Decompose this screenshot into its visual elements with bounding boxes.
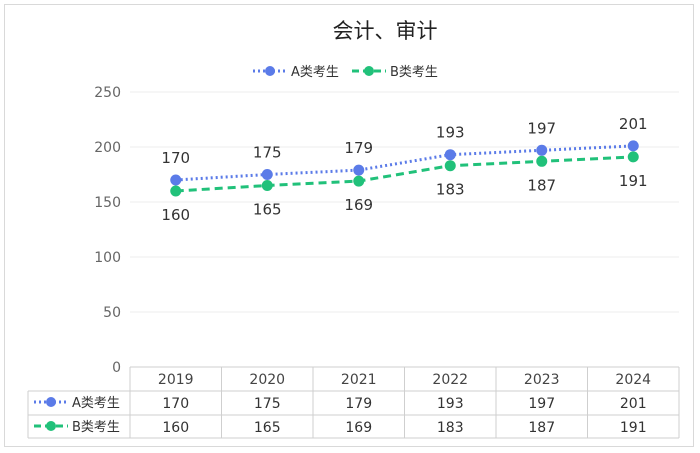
y-tick-label: 150: [94, 195, 121, 211]
data-label: 170: [161, 149, 190, 167]
chart-frame: [4, 4, 694, 447]
chart-title: 会计、审计: [333, 19, 438, 43]
table-cell: 183: [437, 420, 464, 436]
data-label: 183: [436, 181, 465, 199]
data-point: [261, 169, 273, 180]
data-label: 169: [344, 196, 373, 214]
data-label: 160: [161, 206, 190, 224]
table-legend-marker: [46, 421, 56, 431]
legend: A类考生 B类考生: [253, 65, 438, 80]
legend-marker-a: [265, 66, 275, 76]
data-point: [536, 144, 548, 156]
data-label: 187: [527, 176, 556, 194]
data-label: 165: [253, 201, 282, 219]
legend-label-b: B类考生: [390, 65, 438, 80]
legend-item-b[interactable]: B类考生: [352, 65, 438, 80]
table-cell: 170: [162, 396, 189, 412]
x-tick-label: 2020: [249, 372, 285, 388]
table-series-label: A类考生: [72, 396, 120, 411]
table-cell: 191: [620, 420, 647, 436]
table-cell: 160: [162, 420, 189, 436]
data-label: 197: [527, 119, 556, 137]
series-line: [175, 155, 634, 193]
data-point: [353, 164, 365, 176]
x-tick-label: 2021: [341, 372, 377, 388]
data-table: 2019 2020 2021 2022 2023 2024 A类考生 170 175 179 193…: [27, 366, 680, 439]
data-point: [444, 160, 456, 172]
series-line: [175, 144, 634, 182]
data-point: [261, 180, 273, 191]
x-tick-label: 2022: [432, 372, 468, 388]
table-cell: 165: [254, 420, 281, 436]
data-point: [536, 155, 548, 167]
data-point: [170, 185, 182, 197]
data-label: 175: [253, 144, 282, 162]
legend-marker-b: [364, 66, 374, 76]
data-label: 193: [436, 124, 465, 142]
y-axis: 0 50 100 150 200 250: [94, 85, 121, 376]
y-tick-label: 0: [112, 360, 121, 376]
table-cell: 169: [345, 420, 372, 436]
legend-label-a: A类考生: [291, 65, 339, 80]
table-legend-marker: [46, 397, 56, 407]
data-label: 191: [619, 172, 648, 190]
y-tick-label: 250: [94, 85, 121, 101]
data-label: 201: [619, 115, 648, 133]
table-series-label: B类考生: [72, 420, 120, 435]
table-cell: 187: [528, 420, 555, 436]
table-cell: 175: [254, 396, 281, 412]
data-point: [627, 140, 639, 152]
data-point: [353, 175, 365, 187]
x-tick-label: 2019: [158, 372, 194, 388]
y-tick-label: 200: [94, 140, 121, 156]
x-tick-label: 2024: [615, 372, 651, 388]
table-cell: 201: [620, 396, 647, 412]
data-label: 179: [344, 139, 373, 157]
data-point: [170, 174, 182, 186]
series-layer: 170 175 179 193 197 201 160 165 169 183 187 191: [161, 115, 647, 224]
y-tick-label: 50: [103, 305, 121, 321]
table-cell: 179: [345, 396, 372, 412]
table-cell: 197: [528, 396, 555, 412]
gridlines: [130, 91, 679, 313]
data-point: [627, 151, 639, 163]
y-tick-label: 100: [94, 250, 121, 266]
table-cell: 193: [437, 396, 464, 412]
x-tick-label: 2023: [524, 372, 560, 388]
data-point: [444, 149, 456, 161]
legend-item-a[interactable]: A类考生: [253, 65, 339, 80]
